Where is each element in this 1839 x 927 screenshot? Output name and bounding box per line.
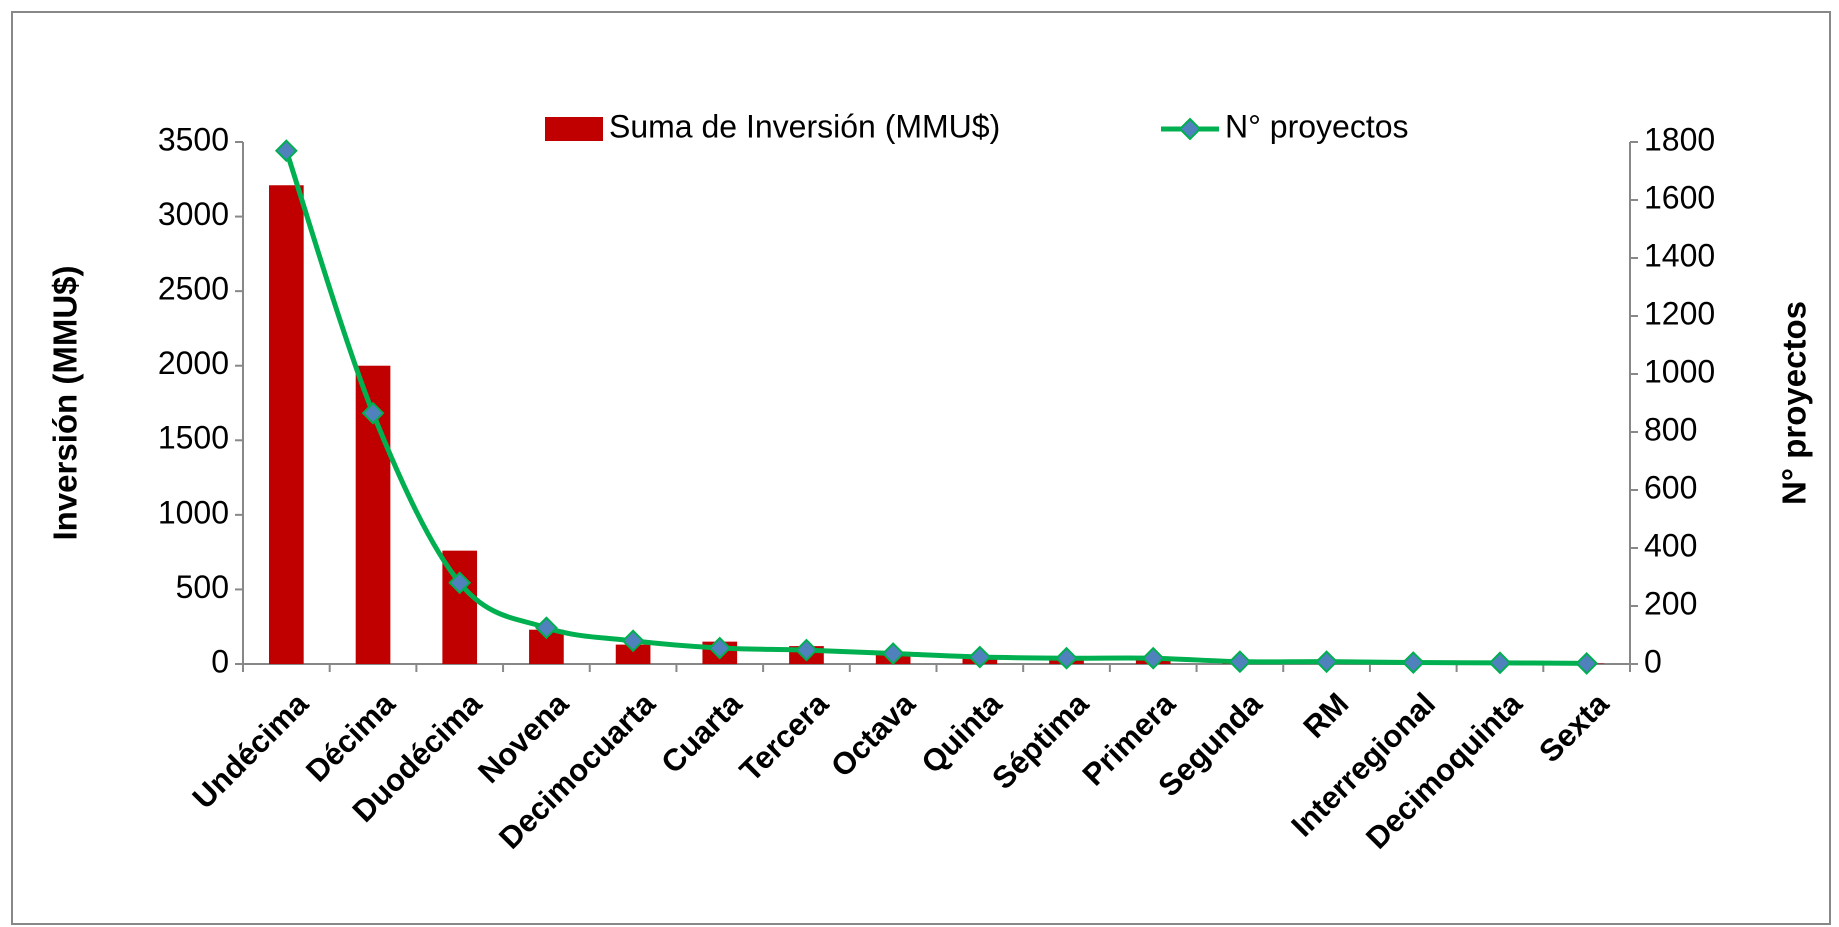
- y2-tick-label: 1800: [1644, 121, 1715, 157]
- marker: [708, 636, 732, 660]
- chart-frame: [11, 11, 1831, 925]
- marker: [1228, 650, 1252, 674]
- marker: [621, 629, 645, 653]
- marker: [1575, 652, 1599, 675]
- legend-label: Suma de Inversión (MMU$): [609, 108, 1000, 144]
- y-tick-label: 3000: [158, 196, 229, 232]
- y2-tick-label: 1000: [1644, 353, 1715, 389]
- marker: [361, 401, 385, 425]
- marker: [1055, 646, 1078, 670]
- marker: [1315, 650, 1339, 674]
- y-tick-label: 1500: [158, 420, 229, 456]
- marker: [274, 139, 298, 163]
- marker: [881, 642, 905, 665]
- y-tick-label: 0: [211, 643, 229, 679]
- legend-marker: [1178, 117, 1202, 141]
- y2-tick-label: 200: [1644, 585, 1697, 621]
- y-tick-label: 1000: [158, 494, 229, 530]
- y-tick-label: 2000: [158, 345, 229, 381]
- marker: [795, 638, 818, 662]
- marker: [534, 616, 558, 640]
- marker: [968, 645, 992, 669]
- y-tick-label: 2500: [158, 271, 229, 307]
- y2-axis-title: N° proyectos: [1776, 301, 1813, 505]
- y-axis-title: Inversión (MMU$): [47, 265, 84, 540]
- marker: [1488, 651, 1512, 675]
- y-tick-label: 3500: [158, 121, 229, 157]
- y2-tick-label: 1200: [1644, 295, 1715, 331]
- y2-tick-label: 400: [1644, 527, 1697, 563]
- y-tick-label: 500: [176, 569, 229, 605]
- y2-tick-label: 0: [1644, 643, 1662, 679]
- legend-label: N° proyectos: [1225, 108, 1409, 144]
- marker: [1401, 651, 1425, 674]
- y2-tick-label: 1600: [1644, 179, 1715, 215]
- marker: [1141, 646, 1165, 670]
- legend-swatch: [545, 117, 603, 141]
- y2-tick-label: 1400: [1644, 237, 1715, 273]
- bar: [615, 644, 651, 664]
- y2-tick-label: 600: [1644, 469, 1697, 505]
- bar: [269, 185, 304, 664]
- marker: [448, 571, 472, 595]
- y2-tick-label: 800: [1644, 411, 1697, 447]
